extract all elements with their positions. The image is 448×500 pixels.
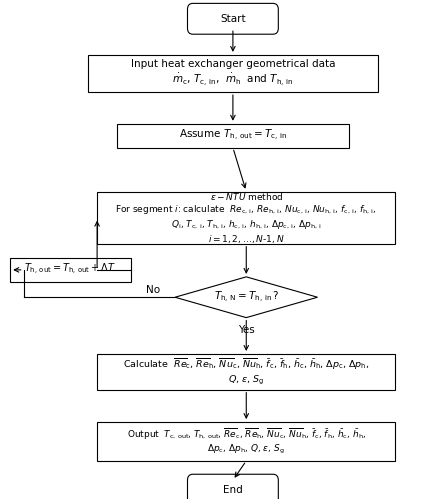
Text: $T_{\mathrm{h,\,N}} = T_{\mathrm{h,\,in}}\,?$: $T_{\mathrm{h,\,N}} = T_{\mathrm{h,\,in}…: [214, 290, 279, 305]
Bar: [97, 422, 396, 461]
Text: Assume $T_{\mathrm{h,\,out}} = T_{\mathrm{c,\,in}}$: Assume $T_{\mathrm{h,\,out}} = T_{\mathr…: [179, 128, 287, 143]
FancyBboxPatch shape: [188, 474, 278, 500]
Text: Calculate  $\overline{Re}_{\mathrm{c}}$, $\overline{Re}_{\mathrm{h}}$, $\overlin: Calculate $\overline{Re}_{\mathrm{c}}$, …: [123, 356, 370, 387]
Text: Start: Start: [220, 14, 246, 24]
Text: $\varepsilon - NTU$ method
For segment $i$: calculate  $Re_{\mathrm{c,\,i}}$, $R: $\varepsilon - NTU$ method For segment $…: [116, 190, 377, 244]
Bar: [10, 258, 130, 282]
Text: $T_{\mathrm{h,\,out}} = T_{\mathrm{h,\,out}} + \Delta T$: $T_{\mathrm{h,\,out}} = T_{\mathrm{h,\,o…: [25, 262, 116, 278]
Text: End: End: [223, 484, 243, 494]
Bar: [88, 55, 378, 92]
Text: No: No: [146, 285, 160, 295]
Text: Yes: Yes: [238, 325, 254, 335]
Text: Output  $T_{\mathrm{c,\,out}}$, $T_{\mathrm{h,\,out}}$, $\overline{Re}_{\mathrm{: Output $T_{\mathrm{c,\,out}}$, $T_{\math…: [127, 426, 366, 456]
FancyBboxPatch shape: [188, 4, 278, 34]
Polygon shape: [175, 277, 318, 318]
Bar: [117, 124, 349, 148]
Bar: [97, 192, 396, 244]
Text: Input heat exchanger geometrical data
$\dot{m}_{\mathrm{c}}$, $T_{\mathrm{c,\,in: Input heat exchanger geometrical data $\…: [131, 59, 335, 88]
Bar: [97, 354, 396, 390]
